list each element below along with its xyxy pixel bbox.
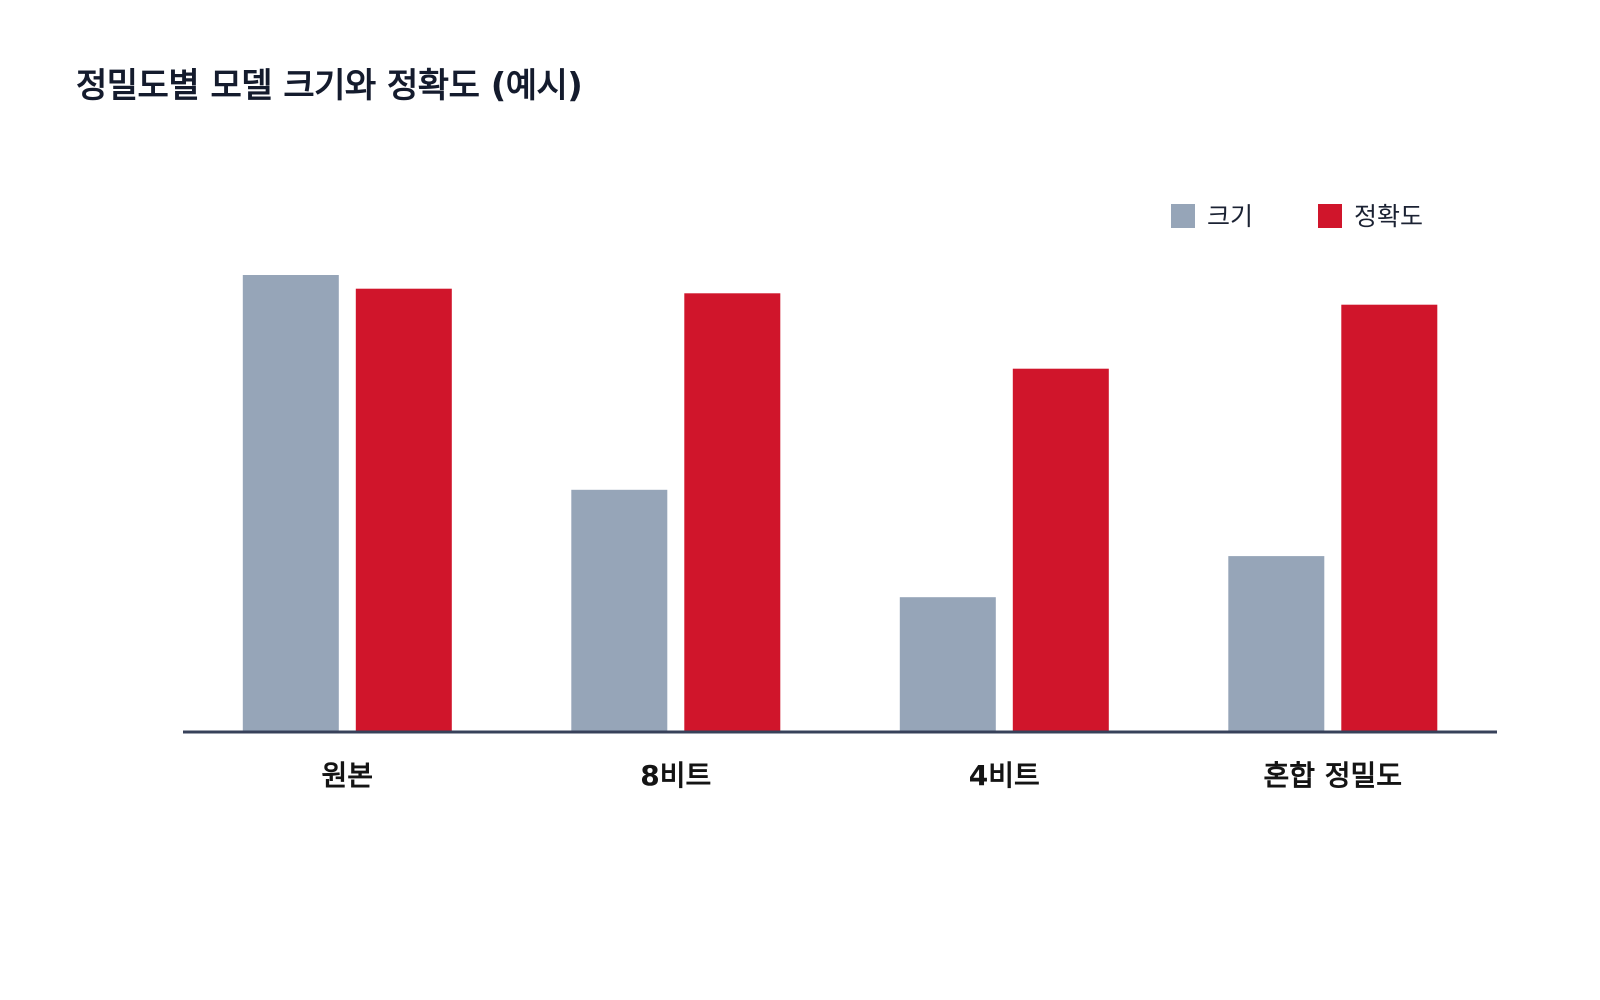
bar-4비트-정확도 [1012, 368, 1109, 732]
x-tick-label-원본: 원본 [322, 759, 374, 792]
bar-8비트-정확도 [684, 293, 781, 732]
x-tick-label-4비트: 4비트 [969, 759, 1040, 792]
legend-swatch-정확도 [1318, 204, 1342, 228]
legend: 크기 정확도 [1171, 202, 1423, 231]
x-tick-label-8비트: 8비트 [640, 759, 711, 792]
x-axis-labels: 원본 8비트 4비트 혼합 정밀도 [322, 759, 1403, 792]
legend-swatch-크기 [1171, 204, 1195, 228]
bar-4비트-크기 [899, 597, 996, 732]
legend-label-크기: 크기 [1207, 202, 1253, 231]
bar-혼합-정밀도-크기 [1228, 556, 1325, 732]
legend-label-정확도: 정확도 [1354, 202, 1423, 231]
bar-원본-정확도 [355, 288, 452, 732]
bar-원본-크기 [242, 275, 339, 732]
bar-8비트-크기 [571, 489, 668, 732]
chart-title: 정밀도별 모델 크기와 정확도 (예시) [76, 66, 583, 106]
bar-혼합-정밀도-정확도 [1341, 304, 1438, 732]
bars-layer [242, 275, 1438, 732]
x-tick-label-혼합-정밀도: 혼합 정밀도 [1264, 759, 1403, 792]
